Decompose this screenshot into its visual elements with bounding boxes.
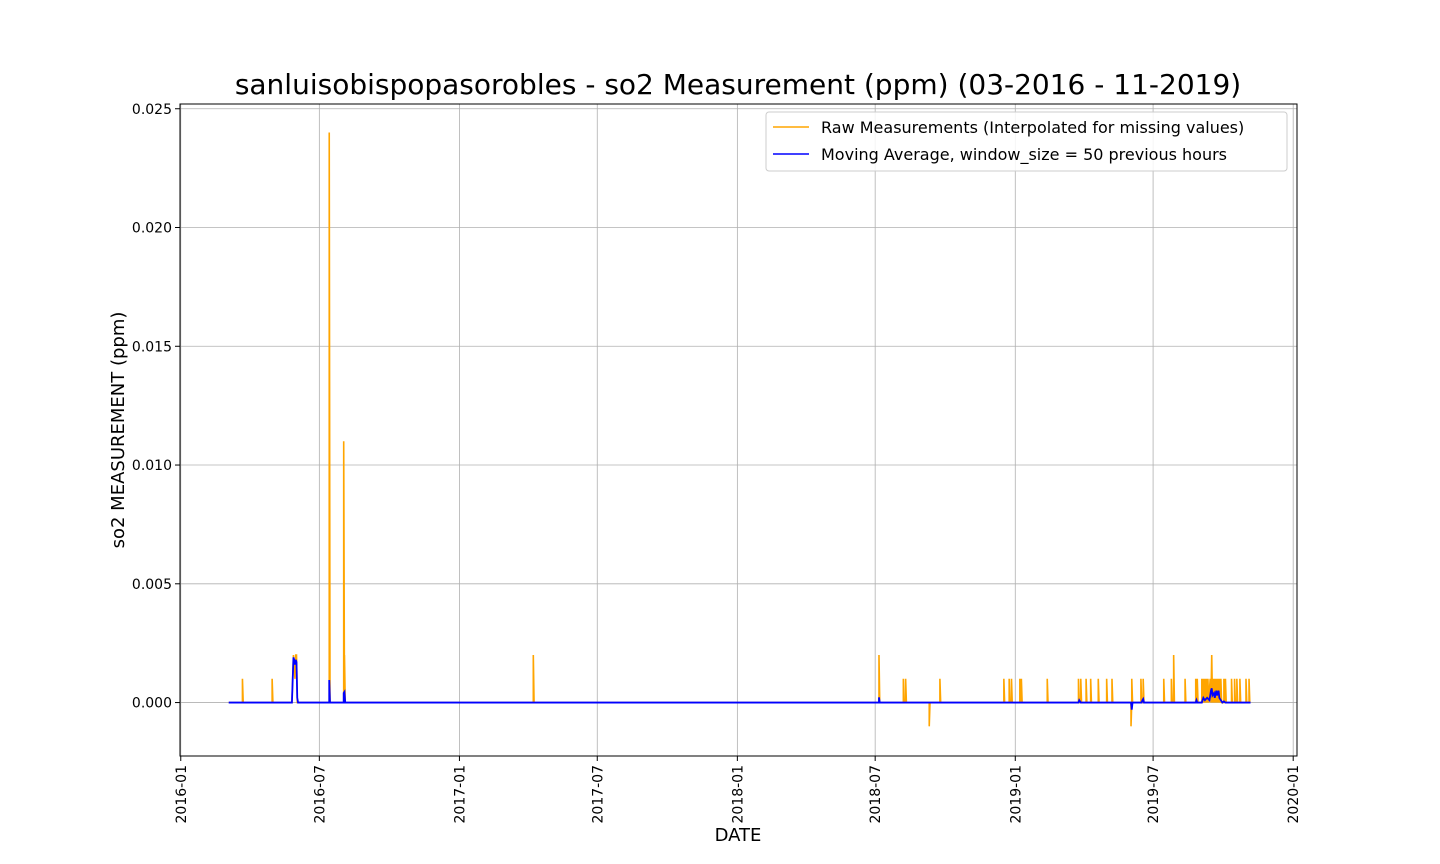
y-axis-label: so2 MEASUREMENT (ppm) <box>108 312 129 549</box>
y-tick-label: 0.025 <box>132 102 172 118</box>
series-layer <box>228 132 1251 727</box>
y-tick-label: 0.010 <box>132 458 172 474</box>
x-tick-label: 2019-07 <box>1146 765 1162 824</box>
x-tick-label: 2018-07 <box>868 765 884 824</box>
legend-label-raw: Raw Measurements (Interpolated for missi… <box>821 118 1244 137</box>
x-axis-label: DATE <box>715 825 762 846</box>
chart-title: sanluisobispopasorobles - so2 Measuremen… <box>235 68 1241 101</box>
x-tick-label: 2020-01 <box>1286 765 1302 824</box>
series-line-raw-measurements <box>228 132 1251 727</box>
y-tick-label: 0.005 <box>132 577 172 593</box>
legend-box <box>765 111 1288 172</box>
x-tick-label: 2017-01 <box>452 765 468 824</box>
x-tick-label: 2019-01 <box>1008 765 1024 824</box>
x-tick-label: 2016-01 <box>174 765 190 824</box>
y-axis: 0.000 0.005 0.010 0.015 0.020 0.025 <box>132 102 180 712</box>
y-tick-label: 0.020 <box>132 221 172 237</box>
grid-lines <box>180 104 1297 756</box>
x-tick-label: 2018-01 <box>730 765 746 824</box>
y-tick-label: 0.015 <box>132 339 172 355</box>
legend: Raw Measurements (Interpolated for missi… <box>765 111 1288 172</box>
x-axis: 2016-01 2016-07 2017-01 2017-07 2018-01 2018-… <box>174 756 1302 824</box>
legend-label-moving-average: Moving Average, window_size = 50 previou… <box>821 145 1227 165</box>
y-tick-label: 0.000 <box>132 696 172 712</box>
x-tick-label: 2017-07 <box>590 765 606 824</box>
plot-frame <box>179 103 1298 757</box>
x-tick-label: 2016-07 <box>312 765 328 824</box>
series-line-moving-average <box>228 657 1251 710</box>
